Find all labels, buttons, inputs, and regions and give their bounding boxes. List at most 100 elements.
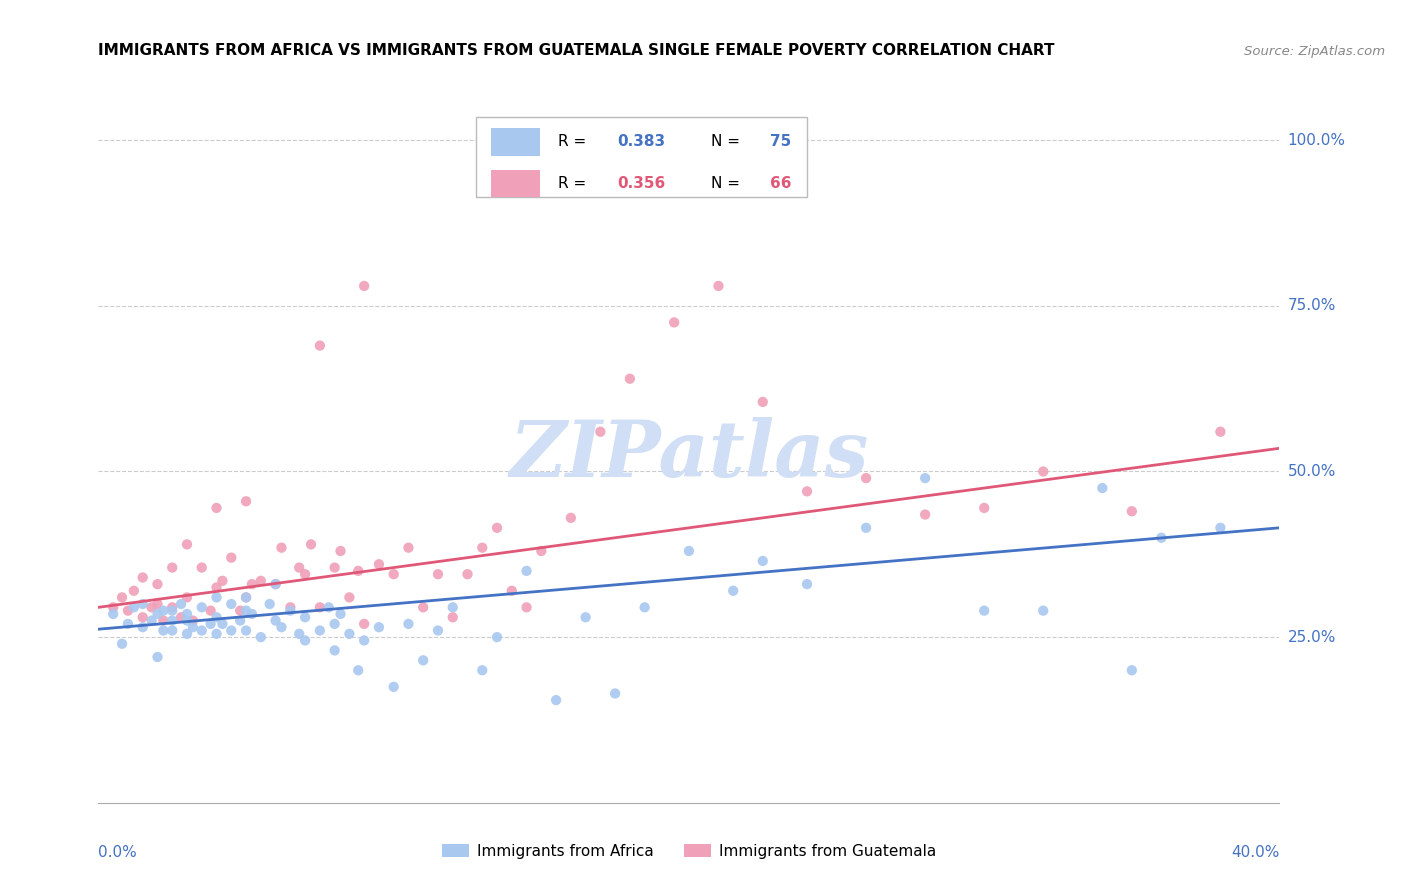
Point: [219, 597, 242, 611]
Point: [264, 577, 287, 591]
Point: [191, 624, 214, 638]
Point: [1032, 604, 1054, 618]
Point: [205, 610, 228, 624]
Point: [205, 591, 228, 605]
Point: [515, 564, 537, 578]
Point: [132, 620, 155, 634]
Point: [111, 637, 134, 651]
Point: [146, 597, 169, 611]
Point: [117, 616, 139, 631]
Point: [200, 604, 222, 618]
Point: [235, 604, 257, 618]
Point: [707, 279, 730, 293]
Point: [1209, 425, 1232, 439]
Point: [205, 581, 228, 595]
Point: [117, 604, 139, 618]
Point: [486, 521, 509, 535]
Point: [141, 614, 163, 628]
Text: N =: N =: [711, 135, 745, 149]
Point: [318, 600, 340, 615]
Point: [205, 500, 228, 515]
Point: [678, 544, 700, 558]
Point: [1032, 465, 1054, 479]
Point: [146, 577, 169, 591]
Point: [396, 541, 419, 555]
Point: [323, 616, 346, 631]
Point: [368, 558, 391, 572]
Point: [250, 630, 273, 644]
Point: [973, 604, 995, 618]
Point: [146, 607, 169, 621]
Point: [560, 511, 582, 525]
Text: 0.0%: 0.0%: [98, 845, 138, 860]
Point: [294, 633, 316, 648]
Text: ZIPatlas: ZIPatlas: [509, 417, 869, 493]
Point: [219, 624, 242, 638]
Point: [211, 574, 233, 588]
Point: [264, 614, 287, 628]
Text: R =: R =: [558, 176, 591, 191]
Point: [914, 471, 936, 485]
Point: [200, 616, 222, 631]
Point: [973, 500, 995, 515]
Legend: Immigrants from Africa, Immigrants from Guatemala: Immigrants from Africa, Immigrants from …: [436, 838, 942, 864]
Point: [427, 567, 450, 582]
Text: Source: ZipAtlas.com: Source: ZipAtlas.com: [1244, 45, 1385, 58]
Point: [589, 425, 612, 439]
Point: [270, 541, 292, 555]
Point: [471, 541, 494, 555]
Point: [501, 583, 523, 598]
Point: [353, 633, 375, 648]
FancyBboxPatch shape: [491, 128, 540, 156]
Point: [132, 610, 155, 624]
Point: [278, 600, 302, 615]
Point: [353, 616, 375, 631]
Point: [309, 624, 332, 638]
Point: [170, 597, 193, 611]
Point: [544, 693, 567, 707]
Point: [176, 614, 198, 628]
Point: [141, 600, 163, 615]
Point: [441, 610, 464, 624]
Point: [574, 610, 596, 624]
Point: [353, 279, 375, 293]
Point: [176, 591, 198, 605]
Point: [412, 600, 434, 615]
Text: N =: N =: [711, 176, 745, 191]
Point: [240, 607, 263, 621]
Point: [103, 607, 125, 621]
Point: [162, 614, 183, 628]
Point: [162, 624, 183, 638]
Point: [250, 574, 273, 588]
Point: [855, 521, 877, 535]
Point: [309, 338, 332, 352]
Point: [152, 604, 174, 618]
Point: [347, 663, 370, 677]
Point: [515, 600, 537, 615]
Point: [751, 395, 773, 409]
Point: [219, 550, 242, 565]
Point: [329, 607, 352, 621]
Point: [162, 600, 183, 615]
Point: [1150, 531, 1173, 545]
Point: [259, 597, 281, 611]
Text: IMMIGRANTS FROM AFRICA VS IMMIGRANTS FROM GUATEMALA SINGLE FEMALE POVERTY CORREL: IMMIGRANTS FROM AFRICA VS IMMIGRANTS FRO…: [98, 43, 1054, 58]
Point: [530, 544, 553, 558]
Point: [486, 630, 509, 644]
Point: [288, 627, 311, 641]
Text: 100.0%: 100.0%: [1288, 133, 1346, 148]
Point: [211, 616, 233, 631]
Point: [796, 577, 818, 591]
Point: [751, 554, 773, 568]
Text: 66: 66: [770, 176, 792, 191]
Point: [235, 591, 257, 605]
Point: [181, 614, 204, 628]
Point: [111, 591, 134, 605]
Text: R =: R =: [558, 135, 591, 149]
Text: 75.0%: 75.0%: [1288, 298, 1336, 313]
Text: 0.356: 0.356: [617, 176, 665, 191]
Point: [229, 614, 252, 628]
Point: [288, 560, 311, 574]
Point: [205, 627, 228, 641]
Point: [294, 567, 316, 582]
